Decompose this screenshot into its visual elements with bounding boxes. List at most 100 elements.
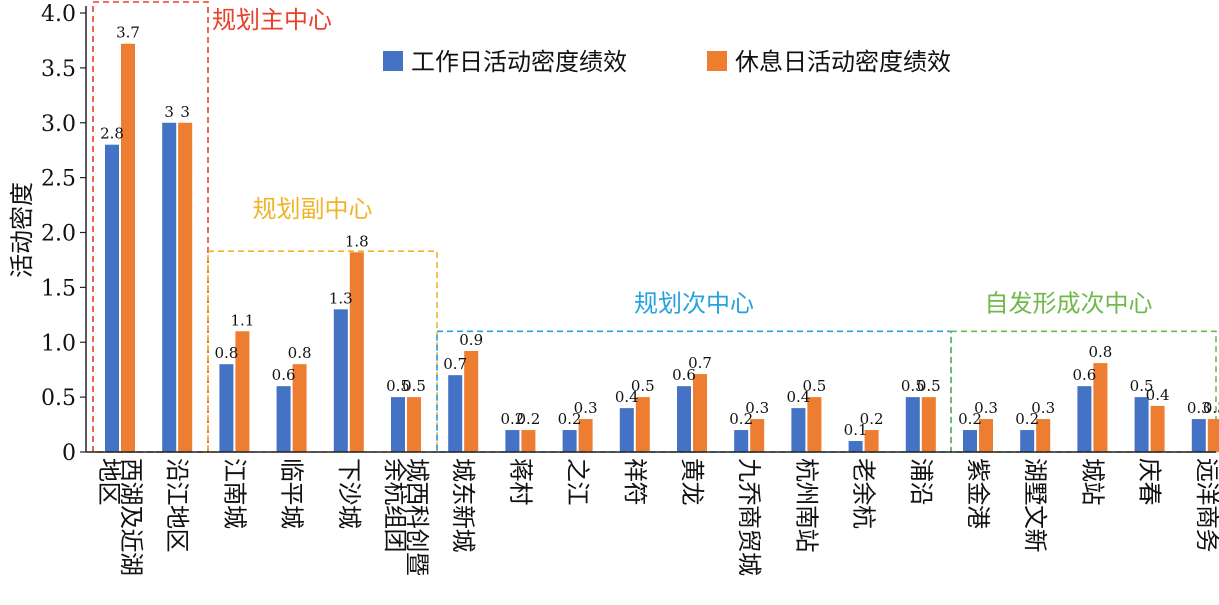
x-tick-char: 城 [735,552,763,576]
data-label: 0.3 [1031,399,1055,417]
x-tick-label: 下沙城 [335,458,363,529]
data-label: 1.8 [345,232,369,250]
x-tick-char: 蒋 [506,458,534,482]
x-tick-char: 文 [1021,505,1049,529]
data-label: 1.3 [329,289,353,307]
data-labels: 2.830.80.61.30.50.70.2 0.20.40.60.20.40.1… [100,24,1219,439]
data-label: 0.9 [459,331,483,349]
legend-swatch-workday [383,51,403,71]
bar [333,309,348,452]
x-tick-char: 余 [850,482,878,506]
x-tick-char: 团 [381,529,409,553]
y-ticks: 0 0.5 1.0 1.5 2.0 2.5 3.0 3.5 4.0 [41,2,86,466]
x-tick-char: 下 [335,458,363,482]
y-tick-label: 0.5 [41,386,76,411]
x-tick-label: 浦沿 [907,458,935,506]
bar [464,351,479,452]
x-tick-char: 符 [621,482,649,506]
x-tick-char: 港 [964,505,992,529]
group-label: 规划副中心 [253,195,373,223]
bar [905,397,920,452]
bar [864,430,879,452]
x-tick-label: 临平城 [278,458,306,529]
x-tick-char: 贸 [735,529,763,553]
data-label: 0.2 [958,410,982,428]
data-label: 0.2 [500,410,524,428]
x-tick-label: 庆春 [1136,458,1164,506]
data-label: 0.5 [1130,377,1154,395]
bar [292,364,307,452]
data-label: 0.3 [1203,399,1219,417]
x-tick-char: 组 [381,505,409,529]
x-tick-char: 紫 [964,458,992,482]
x-tick-char: 乔 [735,482,763,506]
data-label: 0.5 [402,377,426,395]
x-tick-char: 站 [792,529,820,553]
x-tick-char: 南 [220,482,248,506]
x-tick-char: 城 [278,505,306,529]
bar [1191,419,1206,452]
bar [791,408,806,452]
x-tick-char: 金 [964,482,992,506]
x-tick-label: 老余杭 [850,458,878,529]
data-label: 0.5 [802,377,826,395]
x-tick-char: 平 [278,482,306,506]
x-tick-char: 近 [117,529,145,553]
bar [693,374,707,452]
bar [677,386,691,452]
data-label: 0.4 [1146,386,1170,404]
x-tick-char: 湖 [1021,458,1049,482]
data-label: 2.8 [100,125,124,143]
x-tick-char: 地 [163,505,191,529]
bar [1093,363,1108,452]
x-tick-char: 祥 [621,458,649,482]
x-tick-char: 庆 [1136,458,1164,482]
data-label: 0.2 [1015,410,1039,428]
x-tick-char: 沿 [163,458,191,482]
x-tick-char: 地 [95,458,123,482]
bar [521,430,536,452]
bar [1077,386,1092,452]
data-label: 0.3 [974,399,998,417]
bar [276,386,291,452]
x-tick-char: 湖 [117,552,145,576]
x-tick-char: 务 [1193,529,1219,553]
x-tick-char: 城 [403,458,431,482]
data-label: 0.8 [288,344,312,362]
x-tick-char: 杭 [381,482,409,506]
x-tick-char: 墅 [1021,482,1049,506]
data-label: 3 [180,103,190,121]
data-label: 0.5 [386,377,410,395]
bar [1020,430,1035,452]
x-tick-char: 洋 [1193,482,1219,506]
data-label: 0.3 [574,399,598,417]
bar [921,397,936,452]
x-tick-char: 暨 [403,552,431,576]
data-label: 0.4 [615,388,639,406]
data-label: 0.6 [272,366,296,384]
x-tick-char: 沿 [907,482,935,506]
data-label: 0.8 [214,344,238,362]
data-label: 0.4 [786,388,810,406]
x-tick-char: 余 [381,458,409,482]
y-tick-label: 2.0 [41,222,76,247]
bars [105,43,1219,452]
bar [219,364,234,452]
x-tick-char: 浦 [907,458,935,482]
legend-swatch-restday [707,51,727,71]
data-label: 3 [164,103,174,121]
x-tick-label: 江南城 [220,458,248,529]
bar [105,144,119,452]
x-tick-char: 沙 [335,482,363,506]
y-tick-label: 4.0 [41,2,76,27]
y-axis-label: 活动密度 [8,182,36,278]
x-tick-char: 东 [449,482,477,506]
x-tick-char: 杭 [850,505,878,529]
x-tick-char: 商 [735,505,763,529]
x-tick-char: 杭 [792,458,820,482]
bar [750,419,765,452]
x-tick-char: 之 [564,458,592,482]
